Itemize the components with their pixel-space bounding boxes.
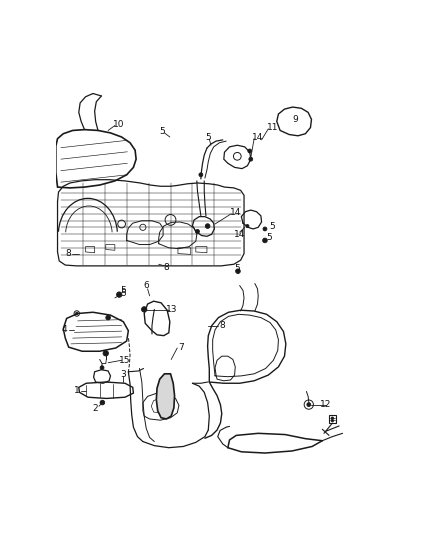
Circle shape (246, 224, 249, 228)
Text: 5: 5 (234, 264, 240, 273)
Text: 10: 10 (113, 120, 124, 129)
Text: 1: 1 (74, 386, 80, 395)
Text: 13: 13 (166, 305, 178, 314)
Circle shape (249, 157, 253, 161)
Text: 7: 7 (178, 343, 184, 352)
Circle shape (196, 230, 199, 233)
Circle shape (141, 306, 147, 312)
Text: 12: 12 (320, 400, 331, 409)
Text: 11: 11 (267, 123, 278, 132)
Text: 3: 3 (120, 370, 126, 379)
Text: 9: 9 (293, 115, 298, 124)
Text: 8: 8 (163, 263, 170, 272)
Circle shape (117, 292, 122, 297)
Text: 5: 5 (205, 133, 211, 142)
Text: 5: 5 (120, 286, 126, 295)
Circle shape (76, 312, 78, 314)
Polygon shape (156, 374, 175, 419)
Text: 6: 6 (143, 281, 149, 290)
Text: 14: 14 (230, 208, 241, 217)
Circle shape (263, 238, 267, 243)
Text: 4: 4 (61, 326, 67, 334)
Text: 5: 5 (269, 222, 275, 231)
Text: 2: 2 (93, 404, 99, 413)
Circle shape (205, 224, 210, 228)
Text: 5: 5 (120, 289, 126, 298)
Circle shape (199, 173, 203, 177)
Circle shape (263, 227, 267, 231)
Text: 14: 14 (234, 230, 245, 239)
Text: 14: 14 (252, 133, 263, 142)
Circle shape (248, 149, 252, 153)
Circle shape (100, 400, 105, 405)
Circle shape (103, 351, 109, 356)
Circle shape (331, 419, 334, 422)
Circle shape (307, 402, 311, 407)
Text: 5: 5 (159, 127, 165, 136)
Circle shape (331, 417, 334, 419)
Text: 5: 5 (266, 232, 272, 241)
Text: 15: 15 (119, 356, 131, 365)
Text: 8: 8 (219, 321, 225, 330)
Text: 8: 8 (66, 249, 71, 258)
Circle shape (106, 316, 110, 320)
Circle shape (236, 269, 240, 273)
Circle shape (100, 366, 104, 369)
